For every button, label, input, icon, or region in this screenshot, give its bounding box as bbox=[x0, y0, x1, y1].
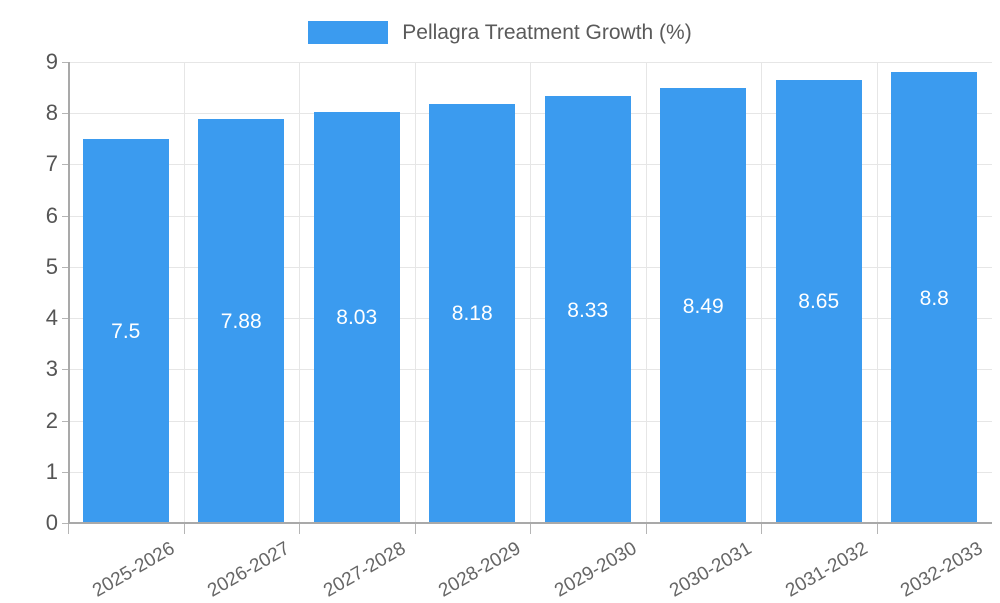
y-axis-tick-mark bbox=[62, 164, 68, 166]
gridline-vertical bbox=[299, 62, 300, 523]
x-axis-tick-label: 2028-2029 bbox=[435, 538, 525, 602]
y-axis-tick-mark bbox=[62, 523, 68, 524]
bar[interactable]: 8.03 bbox=[313, 111, 400, 523]
gridline-vertical bbox=[761, 62, 762, 523]
y-axis-tick-label: 9 bbox=[45, 49, 58, 74]
x-axis-line bbox=[68, 522, 992, 524]
y-axis-tick-mark bbox=[62, 62, 68, 63]
legend-swatch-pellagra-treatment-growth bbox=[308, 20, 389, 44]
y-axis-tick-mark bbox=[62, 471, 68, 473]
x-axis-tick-label: 2029-2030 bbox=[550, 538, 641, 602]
x-axis-tick-mark bbox=[184, 524, 185, 534]
bar-value-label: 8.18 bbox=[451, 302, 493, 326]
x-axis-tick-mark bbox=[299, 524, 300, 534]
bar-value-label: 8.33 bbox=[567, 298, 609, 322]
x-axis-tick-label: 2027-2028 bbox=[319, 538, 410, 602]
legend-label-pellagra-treatment-growth: Pellagra Treatment Growth (%) bbox=[402, 20, 692, 44]
bar[interactable]: 7.88 bbox=[198, 119, 285, 523]
y-axis-tick-mark bbox=[62, 369, 68, 371]
y-axis-tick-mark bbox=[62, 318, 68, 320]
bar[interactable]: 8.49 bbox=[660, 88, 747, 523]
x-axis-tick-label: 2025-2026 bbox=[88, 538, 179, 602]
bar[interactable]: 8.18 bbox=[429, 104, 516, 523]
bar-value-label: 8.65 bbox=[798, 290, 840, 314]
plot-area: 7.5 7.88 8.03 8.18 8.33 8.49 8.65 8.8 bbox=[68, 62, 992, 524]
gridline-vertical bbox=[877, 62, 878, 523]
y-axis-tick-label: 8 bbox=[45, 100, 58, 126]
y-axis-tick-label: 0 bbox=[45, 510, 58, 535]
x-axis-tick-label: 2026-2027 bbox=[204, 538, 294, 602]
gridline-vertical bbox=[646, 62, 647, 523]
y-axis-tick-label: 6 bbox=[45, 202, 58, 228]
bar-value-label: 8.49 bbox=[682, 294, 724, 318]
bar[interactable]: 8.65 bbox=[775, 79, 862, 523]
y-axis-tick-label: 3 bbox=[45, 356, 58, 382]
y-axis-tick-mark bbox=[62, 113, 68, 115]
x-axis-tick-label: 2030-2031 bbox=[666, 538, 756, 602]
x-axis-tick-mark bbox=[415, 524, 416, 534]
y-axis-tick-label: 1 bbox=[45, 458, 58, 484]
y-axis-tick-mark bbox=[62, 215, 68, 217]
bar-value-label: 7.88 bbox=[220, 310, 262, 334]
y-axis-tick-label: 7 bbox=[45, 151, 58, 177]
bar-value-label: 8.03 bbox=[336, 306, 378, 330]
y-axis-tick-label: 5 bbox=[45, 253, 58, 279]
y-axis-ticks: 0 1 2 3 4 5 6 7 8 9 bbox=[0, 0, 68, 600]
y-axis-line bbox=[68, 62, 70, 524]
bar-value-label: 7.5 bbox=[111, 319, 141, 343]
y-axis-tick-label: 2 bbox=[45, 407, 58, 433]
y-axis-tick-label: 4 bbox=[45, 305, 58, 331]
y-axis-tick-mark bbox=[62, 266, 68, 268]
x-axis-tick-label: 2031-2032 bbox=[781, 538, 872, 602]
chart-legend: Pellagra Treatment Growth (%) bbox=[0, 14, 1000, 50]
bar-value-label: 8.8 bbox=[919, 286, 949, 310]
x-axis-tick-label: 2032-2033 bbox=[897, 538, 987, 602]
gridline-vertical bbox=[415, 62, 416, 523]
bar[interactable]: 7.5 bbox=[82, 138, 169, 523]
gridline-vertical bbox=[530, 62, 531, 523]
gridline-vertical bbox=[184, 62, 185, 523]
x-axis-tick-mark bbox=[877, 524, 878, 534]
x-axis-tick-mark bbox=[68, 524, 69, 534]
x-axis-tick-mark bbox=[646, 524, 647, 534]
bar[interactable]: 8.8 bbox=[891, 72, 978, 523]
y-axis-tick-mark bbox=[62, 420, 68, 422]
bar[interactable]: 8.33 bbox=[544, 96, 631, 523]
x-axis-tick-mark bbox=[761, 524, 762, 534]
x-axis-tick-mark bbox=[530, 524, 531, 534]
